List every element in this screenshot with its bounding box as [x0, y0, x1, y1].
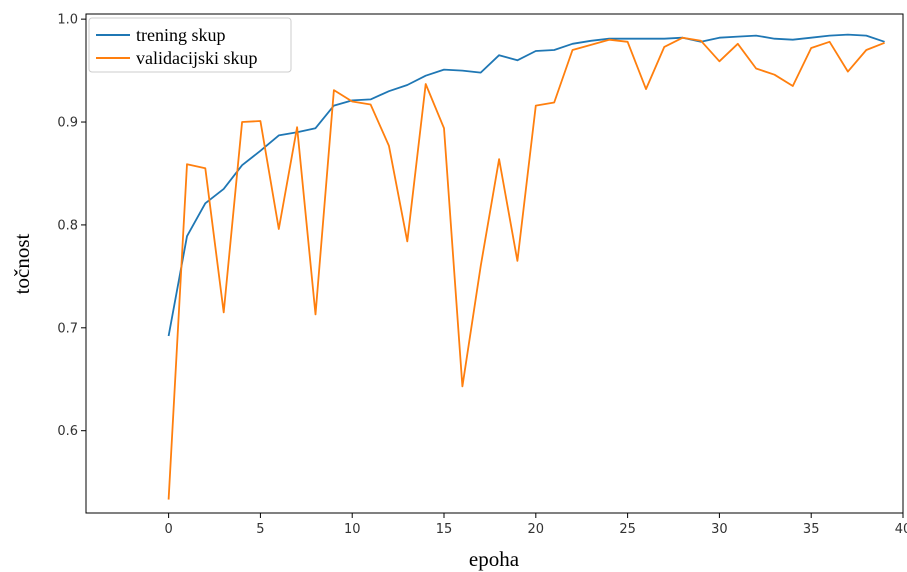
x-axis-label: epoha: [469, 547, 520, 571]
x-tick-label: 20: [528, 522, 545, 537]
legend: trening skup validacijski skup: [88, 17, 292, 73]
legend-box: [88, 17, 292, 73]
x-tick-label: 40: [895, 522, 907, 537]
y-tick-label: 0.8: [57, 218, 78, 233]
y-tick-label: 0.9: [57, 116, 78, 131]
x-tick-label: 30: [711, 522, 728, 537]
y-tick-label: 1.0: [57, 13, 78, 28]
series-line-trening: [167, 33, 885, 337]
series-line-validacijski: [167, 36, 885, 500]
x-tick-label: 15: [436, 522, 453, 537]
y-axis-ticks: 0.6 0.7 0.8 0.9 1.0: [57, 13, 86, 439]
x-tick-label: 0: [164, 522, 172, 537]
plot-frame: [85, 13, 904, 514]
x-axis-ticks: 0 5 10 15 20 25 30 35 40: [164, 513, 907, 537]
x-tick-label: 5: [256, 522, 264, 537]
x-tick-label: 35: [803, 522, 820, 537]
x-tick-label: 10: [344, 522, 361, 537]
legend-label-validacijski: validacijski skup: [136, 48, 257, 68]
legend-label-trening: trening skup: [136, 25, 226, 45]
y-axis-label: točnost: [10, 234, 34, 295]
plot-area: [167, 33, 885, 500]
x-tick-label: 25: [619, 522, 636, 537]
y-tick-label: 0.6: [57, 424, 78, 439]
y-tick-label: 0.7: [57, 321, 78, 336]
